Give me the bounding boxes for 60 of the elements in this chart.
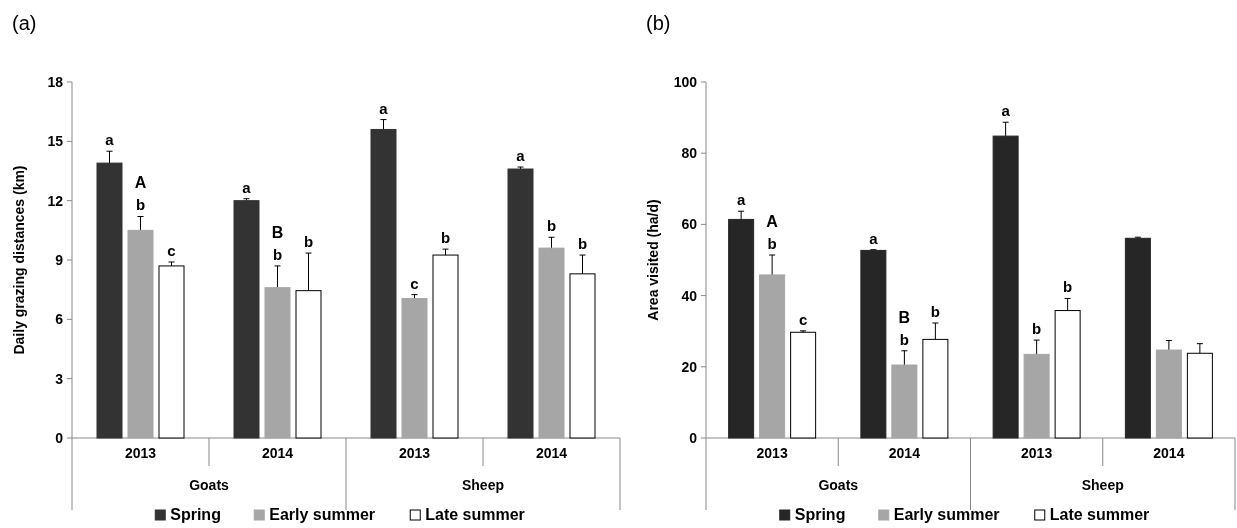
legend-label: Early summer xyxy=(269,506,376,523)
legend-label: Spring xyxy=(170,506,221,523)
y-tick-label: 20 xyxy=(681,358,698,375)
text: Goats xyxy=(818,477,859,493)
annotation: A xyxy=(134,174,147,192)
data-label: b xyxy=(930,303,940,321)
data-label: b xyxy=(577,235,588,253)
y-axis-title: Daily grazing distances (km) xyxy=(11,165,27,355)
text: Sheep xyxy=(1081,477,1124,493)
x-tick-label: 2014 xyxy=(261,445,294,461)
y-tick-label: 80 xyxy=(681,145,698,162)
y-tick-label: 18 xyxy=(47,73,64,90)
y-tick-label: 6 xyxy=(55,311,64,328)
x-tick-label: 2013 xyxy=(1021,445,1053,461)
data-label: b xyxy=(303,233,314,251)
y-tick-label: 12 xyxy=(47,192,64,209)
data-label: b xyxy=(546,217,557,235)
x-tick-label: 2014 xyxy=(888,445,921,461)
data-label: c xyxy=(167,241,176,259)
chart-title: (a) xyxy=(12,12,37,34)
data-label: b xyxy=(899,330,909,348)
y-tick-label: 60 xyxy=(681,216,698,233)
y-tick-label: 9 xyxy=(55,251,64,268)
text: Sheep xyxy=(461,477,505,493)
data-label: b xyxy=(440,229,451,247)
y-tick-label: 0 xyxy=(689,429,698,446)
chart-title: (b) xyxy=(646,12,671,34)
text: Goats xyxy=(189,477,230,493)
legend-label: Spring xyxy=(794,506,846,523)
x-tick-label: 2013 xyxy=(124,445,157,461)
data-label: a xyxy=(516,147,526,165)
x-tick-label: 2014 xyxy=(535,445,568,461)
x-tick-label: 2014 xyxy=(1153,445,1185,461)
data-label: b xyxy=(135,196,146,214)
y-tick-label: 0 xyxy=(55,429,64,446)
annotation: B xyxy=(271,223,284,241)
annotation: B xyxy=(898,308,911,326)
legend-label: Early summer xyxy=(893,506,1000,523)
y-axis-title: Area visited (ha/d) xyxy=(645,199,661,321)
annotation: A xyxy=(766,213,779,231)
x-tick-label: 2013 xyxy=(756,445,788,461)
data-label: a xyxy=(105,131,115,149)
data-label: a xyxy=(869,229,879,247)
data-label: a xyxy=(242,178,252,196)
legend-label: Late summer xyxy=(425,506,525,523)
x-tick-label: 2013 xyxy=(398,445,431,461)
data-label: c xyxy=(410,274,419,292)
y-tick-label: 3 xyxy=(55,370,64,387)
data-label: b xyxy=(272,245,283,263)
data-label: a xyxy=(736,191,746,209)
legend-label: Late summer xyxy=(1049,506,1150,523)
y-tick-label: 15 xyxy=(47,133,64,150)
y-tick-label: 100 xyxy=(673,73,698,90)
data-label: a xyxy=(379,99,389,117)
data-label: b xyxy=(767,235,777,253)
data-label: c xyxy=(798,310,808,328)
data-label: b xyxy=(1032,320,1042,338)
data-label: a xyxy=(1001,102,1011,120)
data-label: b xyxy=(1063,278,1073,296)
y-tick-label: 40 xyxy=(681,287,698,304)
